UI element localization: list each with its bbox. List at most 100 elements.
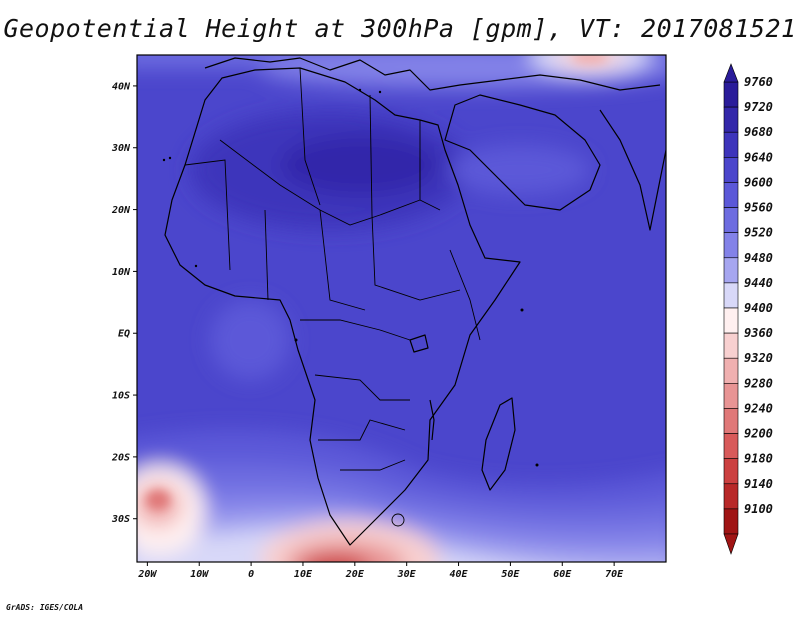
colorbar-label: 9560	[744, 201, 773, 215]
border-angola	[314, 374, 410, 401]
india-coastline	[599, 109, 666, 231]
border-sahel	[219, 139, 421, 226]
colorbar-bottom-arrow	[723, 533, 739, 555]
border-congo	[300, 319, 411, 341]
lake-victoria	[409, 334, 429, 353]
island-cape-verde	[194, 264, 198, 268]
chart-title: Geopotential Height at 300hPa [gpm], VT:…	[3, 14, 797, 43]
height-field	[137, 55, 666, 562]
colorbar-label: 9760	[744, 75, 773, 89]
lat-tick-label: 10S	[112, 391, 130, 402]
colorbar-label: 9720	[744, 100, 773, 114]
plot-frame	[136, 54, 667, 563]
colorbar-label: 9180	[744, 452, 773, 466]
border-chad	[319, 209, 366, 311]
lat-tick-label: 20S	[111, 452, 130, 463]
border-nigeria-west	[264, 209, 269, 301]
island-canaries	[162, 158, 166, 162]
border-namibia	[318, 419, 406, 441]
lon-tick-label: 30E	[397, 569, 417, 580]
field-atlantic-low-core	[146, 490, 170, 510]
colorbar-swatch	[723, 357, 739, 384]
island-crete	[358, 88, 362, 92]
lake-nyasa	[429, 399, 435, 441]
colorbar-swatch	[723, 282, 739, 309]
colorbar-legend: 9760 9720 9680 9640 9600 9560 9520 9480 9440 9400…	[723, 63, 773, 555]
colorbar-swatch	[723, 106, 739, 133]
lat-tick-label: 30N	[111, 143, 131, 154]
lon-tick-label: 50E	[501, 569, 520, 580]
colorbar-swatch	[723, 157, 739, 183]
island-mauritius	[535, 463, 539, 467]
island-canaries-2	[168, 156, 172, 160]
field-trough-core	[303, 554, 367, 562]
lon-tick-label: 0	[248, 569, 254, 580]
colorbar-swatch	[723, 332, 739, 359]
colorbar-label: 9600	[744, 175, 773, 189]
colorbar-label: 9100	[744, 502, 773, 516]
colorbar-label: 9400	[744, 301, 773, 315]
field-libya-core	[280, 135, 440, 195]
colorbar-swatch	[723, 483, 739, 510]
colorbar-swatch	[723, 131, 739, 158]
longitude-ticks: 20W 10W 0 10E 20E 30E 40E 50E 60E 70E	[137, 562, 624, 580]
border-sudan	[371, 214, 461, 301]
colorbar-swatch	[723, 81, 739, 108]
borders	[184, 67, 481, 527]
lat-tick-label: 40N	[112, 81, 131, 92]
island-rhodes	[378, 90, 382, 94]
madagascar-coastline	[481, 397, 516, 491]
grads-credit: GrADS: IGES/COLA	[6, 603, 84, 612]
colorbar-label: 9140	[744, 477, 773, 491]
colorbar-label: 9280	[744, 376, 773, 390]
island-seychelles	[520, 308, 524, 312]
colorbar-top-arrow	[723, 63, 739, 83]
island-sao-tome	[294, 338, 298, 342]
colorbar-label: 9320	[744, 351, 773, 365]
colorbar-swatch	[723, 383, 739, 409]
lon-tick-label: 60E	[553, 569, 572, 580]
colorbar-swatch	[723, 508, 739, 535]
colorbar-swatch	[723, 232, 739, 259]
colorbar-label: 9440	[744, 276, 773, 290]
europe-coastline	[204, 57, 661, 91]
border-libya-west	[299, 67, 321, 206]
coastlines	[164, 57, 666, 546]
border-libya-east	[369, 94, 373, 216]
colorbar-swatch	[723, 207, 739, 233]
lon-tick-label: 70E	[605, 569, 624, 580]
colorbar-swatch	[723, 257, 739, 284]
arabia-coastline	[444, 94, 601, 211]
field-gulf-patch	[210, 300, 290, 380]
colorbar-label: 9680	[744, 125, 773, 139]
lesotho-border	[391, 513, 405, 527]
colorbar-swatch	[723, 182, 739, 208]
border-egypt	[419, 120, 441, 211]
colorbar-swatch	[723, 458, 739, 485]
lon-tick-label: 10W	[190, 569, 209, 580]
lon-tick-label: 20E	[345, 569, 365, 580]
lon-tick-label: 10E	[294, 569, 313, 580]
colorbar-label: 9640	[744, 150, 773, 164]
latitude-ticks: 40N 30N 20N 10N EQ 10S 20S 30S	[111, 81, 137, 525]
colorbar-label: 9240	[744, 401, 773, 415]
colorbar-swatch	[723, 408, 739, 434]
lat-tick-label: 20N	[111, 205, 131, 216]
lon-tick-label: 20W	[137, 569, 157, 580]
border-mauritania	[184, 159, 231, 271]
colorbar-label: 9360	[744, 326, 773, 340]
colorbar-swatch	[723, 307, 739, 334]
border-ethiopia	[449, 249, 481, 341]
colorbar-label: 9520	[744, 226, 773, 240]
field-arabia-patch	[450, 145, 590, 195]
colorbar-label: 9200	[744, 427, 773, 441]
africa-coastline	[164, 67, 521, 546]
lon-tick-label: 40E	[450, 569, 469, 580]
islands	[162, 88, 539, 467]
lat-tick-label: 30S	[111, 514, 130, 525]
lat-tick-label: EQ	[118, 329, 130, 340]
colorbar-swatch	[723, 433, 739, 459]
lat-tick-label: 10N	[112, 267, 131, 278]
colorbar-label: 9480	[744, 251, 773, 265]
